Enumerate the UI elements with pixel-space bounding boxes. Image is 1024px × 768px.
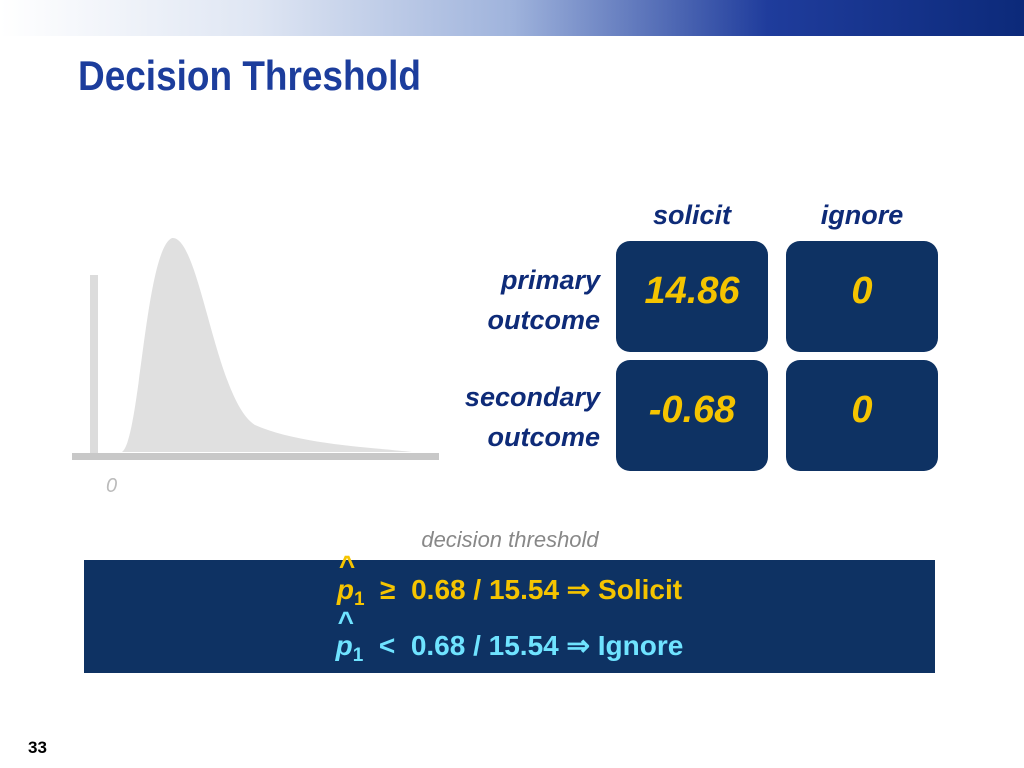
distribution-curve [122, 237, 412, 452]
distribution-graphic [72, 237, 439, 460]
expression: 0.68 / 15.54 [411, 574, 560, 605]
row-label-line: primary [500, 265, 600, 295]
axis-label: 0 [106, 475, 118, 497]
column-header: ignore [820, 200, 904, 230]
action: Ignore [597, 630, 684, 661]
row-label-line: outcome [487, 305, 600, 335]
row-label-line: secondary [464, 382, 600, 412]
banner [0, 0, 1024, 36]
hat: ^ [338, 550, 356, 581]
rule-box [84, 560, 935, 673]
hat: ^ [337, 606, 355, 637]
threshold-line [90, 275, 98, 457]
rule: ^ p1 ≥ 0.68 / 15.54 ⇒ Solicit [84, 550, 935, 611]
title: Decision Threshold [78, 52, 421, 99]
row-label: primary outcome [487, 260, 600, 340]
payoff-cell: 0 [786, 360, 938, 471]
expression: 0.68 / 15.54 [410, 630, 559, 661]
axis [72, 453, 439, 460]
symbol: p [336, 574, 355, 605]
estimate: ^ p [335, 606, 354, 662]
column-header: solicit [652, 200, 732, 230]
relation: < [378, 630, 396, 661]
arrow: ⇒ [566, 630, 590, 661]
slide-number: 33 [28, 738, 47, 757]
subscript: 1 [354, 589, 365, 610]
row-label-line: outcome [487, 422, 600, 452]
payoff-cell: 14.86 [616, 241, 768, 352]
relation: ≥ [380, 574, 396, 605]
symbol: p [335, 630, 353, 661]
row-label: secondary outcome [465, 377, 600, 457]
action: Solicit [598, 574, 683, 605]
subscript: 1 [352, 645, 364, 666]
estimate: ^ p [336, 550, 355, 606]
rule: ^ p1 < 0.68 / 15.54 ⇒ Ignore [84, 606, 935, 667]
payoff-cell: -0.68 [616, 360, 768, 471]
payoff-cell: 0 [786, 241, 938, 352]
caption: decision threshold [421, 527, 599, 552]
arrow: ⇒ [566, 574, 591, 605]
